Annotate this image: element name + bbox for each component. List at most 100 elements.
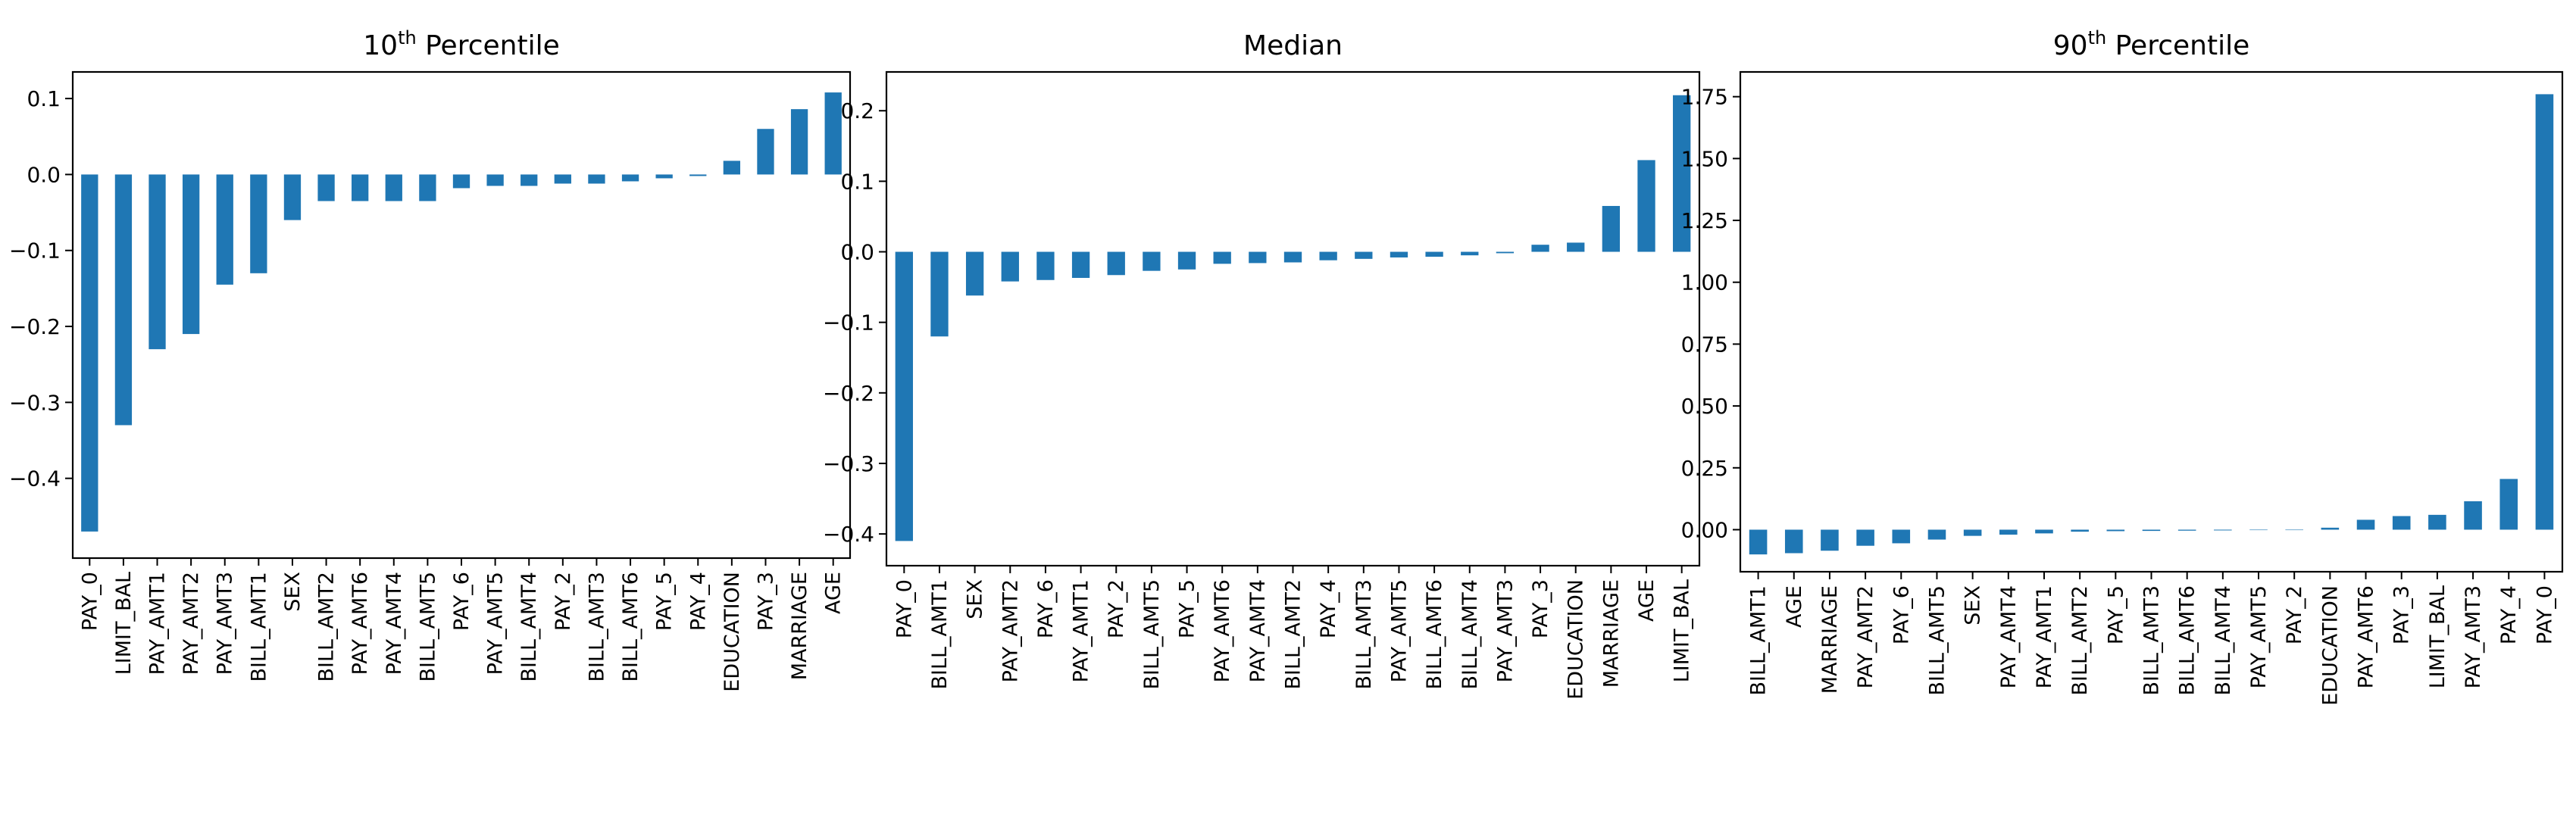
bar-pay-amt2 <box>1856 529 1874 546</box>
bar-pay-4 <box>689 174 707 176</box>
x-tick-label-marriage: MARRIAGE <box>788 572 811 680</box>
bar-pay-5 <box>655 174 673 179</box>
panel-90th-percentile: 90th Percentile 0.00 0.25 0.50 0.75 1.00 1.25 1… <box>1681 27 2564 706</box>
y-tick-label: 0.25 <box>1681 456 1728 481</box>
bar-pay-0 <box>81 174 98 532</box>
x-tick-label-bill-amt1: BILL_AMT1 <box>247 572 270 682</box>
x-tick-label-pay-amt5: PAY_AMT5 <box>484 572 508 675</box>
bar-bill-amt3 <box>588 174 605 184</box>
bar-pay-6 <box>452 174 470 189</box>
x-tick-label-pay-amt2: PAY_AMT2 <box>999 579 1022 682</box>
bar-pay-3 <box>1531 245 1549 252</box>
x-tick-label-pay-5: PAY_5 <box>2104 585 2127 644</box>
x-tick-label-pay-amt3: PAY_AMT3 <box>1493 579 1517 682</box>
y-tick-label: 0.0 <box>840 240 874 265</box>
bar-bill-amt6 <box>2177 529 2196 531</box>
x-tick-label-bill-amt6: BILL_AMT6 <box>619 572 642 682</box>
x-tick-label-education: EDUCATION <box>2318 585 2342 706</box>
x-tick-label-pay-amt1: PAY_AMT1 <box>2033 585 2056 688</box>
x-tick-label-pay-amt1: PAY_AMT1 <box>1070 579 1093 682</box>
bar-bill-amt4 <box>521 174 538 186</box>
x-tick-label-bill-amt6: BILL_AMT6 <box>1423 579 1446 690</box>
x-tick-label-sex: SEX <box>1962 585 1985 626</box>
bar-education <box>2321 527 2340 530</box>
x-tick-label-pay-amt3: PAY_AMT3 <box>2462 585 2485 688</box>
bar-age <box>1637 160 1655 252</box>
x-tick-label-sex: SEX <box>964 579 987 619</box>
x-tick-label-pay-6: PAY_6 <box>450 572 474 631</box>
x-tick-label-pay-0: PAY_0 <box>893 579 916 638</box>
bar-pay-amt6 <box>2356 519 2375 530</box>
chart-title: Median <box>1243 30 1343 61</box>
bar-limit-bal <box>114 174 133 426</box>
x-tick-label-pay-2: PAY_2 <box>1105 579 1128 638</box>
x-tick-label-bill-amt5: BILL_AMT5 <box>1925 585 1949 696</box>
y-tick-label: 0.75 <box>1681 332 1728 357</box>
y-tick-label: −0.2 <box>9 314 61 339</box>
title-superscript: th <box>2088 27 2107 48</box>
x-tick-label-age: AGE <box>822 572 846 614</box>
x-tick-label-pay-4: PAY_4 <box>1317 579 1340 638</box>
x-tick-label-bill-amt2: BILL_AMT2 <box>1282 579 1305 690</box>
x-tick-label-pay-4: PAY_4 <box>2497 585 2521 644</box>
x-tick-label-pay-4: PAY_4 <box>686 572 710 631</box>
x-tick-label-pay-6: PAY_6 <box>1890 585 1913 644</box>
x-tick-label-pay-amt2: PAY_AMT2 <box>1854 585 1877 688</box>
title-text: Percentile <box>417 30 560 61</box>
bar-pay-6 <box>1036 251 1055 280</box>
bar-pay-amt1 <box>148 174 166 350</box>
bar-marriage <box>790 109 808 175</box>
x-tick-label-limit-bal: LIMIT_BAL <box>112 572 136 675</box>
bar-pay-4 <box>1319 251 1337 261</box>
y-tick-label: −0.1 <box>9 239 61 264</box>
y-tick-label: 0.00 <box>1681 517 1728 542</box>
bar-bill-amt6 <box>1425 251 1443 257</box>
bar-bill-amt4 <box>2214 529 2232 531</box>
title-superscript: th <box>398 27 417 48</box>
bar-pay-5 <box>1177 251 1196 270</box>
x-tick-label-age: AGE <box>1783 585 1806 628</box>
bar-pay-amt4 <box>1999 529 2018 535</box>
x-tick-label-pay-5: PAY_5 <box>1176 579 1199 638</box>
bar-pay-amt2 <box>182 174 200 335</box>
bar-bill-amt2 <box>317 174 335 201</box>
x-tick-label-pay-amt4: PAY_AMT4 <box>383 572 406 675</box>
x-tick-label-age: AGE <box>1635 579 1658 622</box>
bar-pay-3 <box>757 129 774 175</box>
x-tick-label-pay-amt4: PAY_AMT4 <box>1246 579 1270 682</box>
bar-pay-0 <box>2535 94 2554 530</box>
x-tick-label-pay-amt1: PAY_AMT1 <box>146 572 170 675</box>
x-tick-label-pay-0: PAY_0 <box>78 572 102 631</box>
bar-sex <box>1963 529 1982 536</box>
bar-bill-amt2 <box>1283 251 1302 263</box>
bar-age <box>824 92 842 175</box>
x-tick-label-bill-amt4: BILL_AMT4 <box>1458 579 1482 690</box>
axes-frame <box>1739 70 2564 573</box>
x-tick-label-bill-amt5: BILL_AMT5 <box>416 572 439 682</box>
bar-pay-2 <box>1107 251 1125 276</box>
bar-pay-amt5 <box>486 174 504 186</box>
bar-pay-2 <box>554 174 571 184</box>
bar-bill-amt1 <box>930 251 949 337</box>
bar-sex <box>283 174 302 220</box>
y-tick-label: 0.2 <box>840 98 874 123</box>
bar-bill-amt4 <box>1461 251 1479 256</box>
bar-pay-amt1 <box>1071 251 1090 278</box>
x-tick-label-pay-6: PAY_6 <box>1034 579 1058 638</box>
x-tick-label-pay-3: PAY_3 <box>2390 585 2414 644</box>
x-tick-label-pay-2: PAY_2 <box>2283 585 2306 644</box>
chart-title: 90th Percentile <box>2053 27 2250 61</box>
y-tick-label: −0.2 <box>823 381 874 406</box>
y-tick-label: 1.00 <box>1681 270 1728 295</box>
x-tick-label-education: EDUCATION <box>1565 579 1588 700</box>
y-tick-label: 0.1 <box>840 169 874 194</box>
x-tick-label-marriage: MARRIAGE <box>1818 585 1842 694</box>
x-tick-label-bill-amt4: BILL_AMT4 <box>517 572 541 682</box>
bar-bill-amt1 <box>250 174 267 273</box>
axes-frame <box>885 70 1701 567</box>
bar-education <box>1567 242 1585 252</box>
x-tick-label-limit-bal: LIMIT_BAL <box>1671 579 1694 682</box>
x-tick-label-limit-bal: LIMIT_BAL <box>2426 585 2449 688</box>
y-tick-label: 0.0 <box>27 162 61 187</box>
